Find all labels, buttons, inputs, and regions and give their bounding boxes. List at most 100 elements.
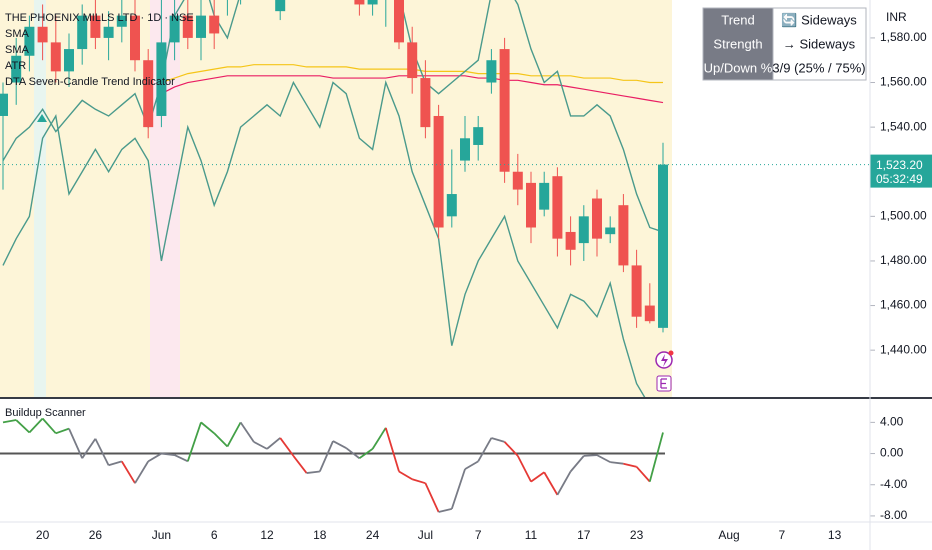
scanner-segment: [292, 455, 308, 474]
candle-body: [578, 216, 589, 244]
scanner-segment: [596, 454, 611, 463]
candle-body: [526, 182, 536, 228]
x-tick-label: 26: [89, 528, 103, 542]
scanner-segment: [503, 441, 519, 457]
candle-body: [275, 0, 286, 12]
candle-body: [50, 42, 61, 72]
table-label: Strength: [713, 36, 762, 51]
table-label: Up/Down %: [704, 60, 773, 75]
y-tick-label: 4.00: [880, 415, 904, 429]
scanner-segment: [174, 454, 189, 463]
scanner-segment: [15, 419, 31, 434]
x-tick-label: Aug: [718, 528, 739, 542]
pane-title[interactable]: Buildup Scanner: [5, 407, 86, 419]
x-tick-label: 12: [260, 528, 274, 542]
y-tick-label: -4.00: [880, 477, 908, 491]
scanner-segment: [121, 460, 136, 484]
scanner-segment: [147, 452, 162, 463]
scanner-segment: [491, 437, 505, 443]
table-col: [703, 8, 773, 80]
sub-plot: [0, 417, 665, 513]
signal-arrow: [37, 114, 47, 122]
legend-item[interactable]: ATR: [5, 60, 26, 72]
table-value: 3/9 (25% / 75%): [772, 60, 865, 75]
candle-body: [552, 176, 563, 239]
scanner-segment: [134, 460, 149, 484]
currency: INR: [886, 10, 907, 24]
main-plot: [0, 0, 870, 397]
earnings-glyph: [660, 378, 667, 389]
candle-body: [182, 15, 193, 38]
x-tick-label: Jul: [418, 528, 433, 542]
scanner-segment: [358, 448, 374, 459]
scanner-segment: [161, 452, 175, 457]
y-tick-label: 1,460.00: [880, 298, 927, 312]
candle-body: [605, 227, 616, 235]
scanner-segment: [28, 417, 44, 434]
candle-body: [103, 26, 114, 38]
scanner-segment: [213, 432, 229, 448]
scanner-segment: [635, 466, 651, 483]
y-tick-label: 1,580.00: [880, 30, 927, 44]
y-tick-label: 1,480.00: [880, 253, 927, 267]
trend-table: Trend 🔄 Sideways Strength → Sideways Up/Down…: [702, 7, 867, 81]
scanner-segment: [384, 427, 400, 472]
scanner-segment: [332, 440, 347, 449]
y-tick-label: 1,540.00: [880, 119, 927, 133]
last-price-tag: [870, 154, 932, 188]
y-tick-label: -8.00: [880, 508, 908, 522]
candle-body: [644, 305, 655, 322]
candle-body: [37, 26, 48, 43]
session-bg: [0, 0, 672, 397]
symbol-title[interactable]: THE PHOENIX MILLS LTD · 1D · NSE: [5, 12, 194, 24]
table-value: 🔄 Sideways: [781, 12, 857, 27]
x-tick-label: 6: [211, 528, 218, 542]
scanner-segment: [450, 468, 466, 510]
scanner-segment: [186, 422, 202, 462]
scanner-segment: [623, 462, 637, 468]
x-tick-label: 7: [778, 528, 785, 542]
candle-body: [460, 138, 470, 161]
scanner-segment: [318, 440, 334, 472]
scanner-segment: [556, 471, 572, 496]
x-tick-label: 13: [828, 528, 842, 542]
event-icon-glyph: [661, 354, 668, 367]
scanner-segment: [398, 470, 413, 481]
candle-body: [169, 15, 180, 43]
legend-item[interactable]: SMA: [5, 44, 30, 56]
candle-body: [512, 171, 523, 190]
x-tick-label: 24: [366, 528, 380, 542]
scanner-segment: [477, 437, 493, 462]
candle-body: [11, 55, 22, 83]
candle-body: [486, 60, 497, 83]
scanner-segment: [200, 421, 215, 434]
scanner-segment: [279, 437, 295, 457]
candle-body: [196, 15, 206, 38]
scanner-segment: [464, 460, 479, 470]
scanner-segment: [438, 508, 453, 513]
scanner-segment: [239, 421, 255, 443]
legend-item[interactable]: DTA Seven-Candle Trend Indicator: [5, 76, 175, 88]
scanner-segment: [345, 447, 360, 459]
table-label: Trend: [721, 12, 754, 27]
legend-item[interactable]: SMA: [5, 28, 30, 40]
countdown: 05:32:49: [876, 172, 923, 186]
scanner-segment: [41, 417, 57, 434]
x-tick-label: 17: [577, 528, 591, 542]
scanner-segment: [81, 438, 97, 459]
candle-body: [473, 127, 484, 145]
scanner-segment: [516, 455, 532, 483]
scanner-segment: [55, 427, 70, 435]
candle-body: [130, 15, 140, 61]
table-border: [702, 7, 867, 81]
table-col: [772, 7, 867, 81]
scanner-segment: [253, 441, 268, 450]
x-tick-label: Jun: [152, 528, 171, 542]
candle-body: [0, 93, 8, 116]
scanner-segment: [371, 427, 387, 450]
event-dot: [668, 350, 674, 356]
last-price-label: 1,523.20: [876, 158, 923, 172]
candle-body: [420, 78, 431, 128]
